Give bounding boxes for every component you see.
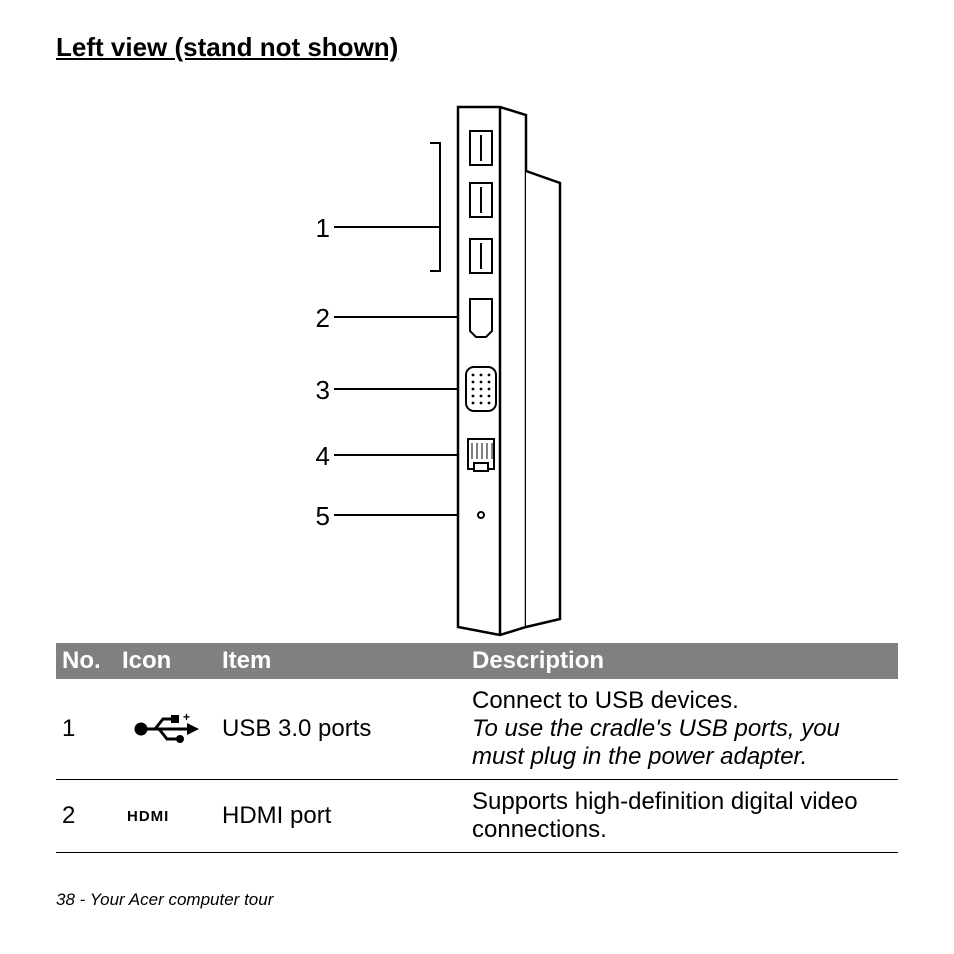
footer-sep: - xyxy=(75,890,90,909)
left-view-diagram: 1 2 3 4 5 xyxy=(56,79,898,639)
cell-no: 2 xyxy=(56,780,116,853)
cell-no: 1 xyxy=(56,679,116,780)
cell-icon: + xyxy=(116,679,216,780)
cell-desc: Supports high-definition digital video c… xyxy=(466,780,898,853)
usb-icon: + xyxy=(131,711,201,747)
callout-3: 3 xyxy=(300,375,330,406)
hdmi-icon: HDMI xyxy=(127,806,205,826)
callout-5: 5 xyxy=(300,501,330,532)
svg-text:+: + xyxy=(183,711,190,724)
svg-text:HDMI: HDMI xyxy=(127,808,169,825)
callout-2: 2 xyxy=(300,303,330,334)
cell-item: HDMI port xyxy=(216,780,466,853)
footer-title: Your Acer computer tour xyxy=(90,890,274,909)
desc-text: Connect to USB devices. xyxy=(472,687,739,714)
device-diagram-svg xyxy=(56,79,898,639)
desc-text: Supports high-definition digital video c… xyxy=(472,788,858,843)
callout-4: 4 xyxy=(300,441,330,472)
footer-page: 38 xyxy=(56,890,75,909)
cell-desc: Connect to USB devices. To use the cradl… xyxy=(466,679,898,780)
page-footer: 38 - Your Acer computer tour xyxy=(56,890,273,910)
table-row: 1 + USB xyxy=(56,679,898,780)
th-desc: Description xyxy=(466,643,898,679)
th-no: No. xyxy=(56,643,116,679)
ports-table: No. Icon Item Description 1 xyxy=(56,643,898,853)
table-header-row: No. Icon Item Description xyxy=(56,643,898,679)
table-row: 2 HDMI HDMI port Supports high-definitio… xyxy=(56,780,898,853)
th-icon: Icon xyxy=(116,643,216,679)
desc-note: To use the cradle's USB ports, you must … xyxy=(472,715,840,770)
cell-icon: HDMI xyxy=(116,780,216,853)
th-item: Item xyxy=(216,643,466,679)
section-title: Left view (stand not shown) xyxy=(56,32,898,63)
cell-item: USB 3.0 ports xyxy=(216,679,466,780)
callout-1: 1 xyxy=(300,213,330,244)
